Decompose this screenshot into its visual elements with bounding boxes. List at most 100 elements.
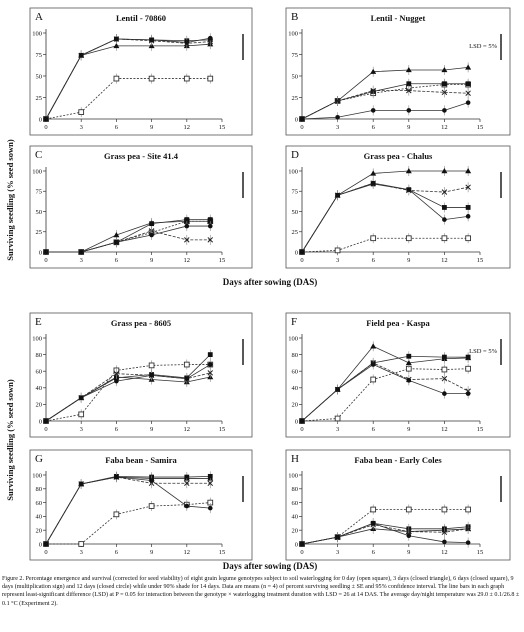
- data-point: [465, 526, 471, 532]
- series-line: [45, 476, 211, 545]
- x-tick-label: 9: [407, 257, 410, 264]
- data-point: [149, 478, 154, 483]
- data-point: [465, 205, 471, 210]
- data-point: [370, 87, 376, 94]
- x-tick-label: 9: [150, 549, 153, 556]
- series-line: [301, 90, 469, 120]
- series-closed-circle: [299, 518, 471, 548]
- x-tick-label: 15: [477, 426, 484, 433]
- data-point: [43, 116, 49, 122]
- data-point: [465, 235, 471, 242]
- data-point: [184, 217, 190, 222]
- series-closed-square: [299, 178, 471, 255]
- x-tick-label: 0: [300, 426, 303, 433]
- panel-letter: E: [35, 316, 42, 328]
- data-point: [78, 249, 84, 255]
- series-closed-circle: [43, 359, 213, 424]
- y-tick-label: 100: [288, 472, 298, 479]
- y-tick-label: 75: [36, 52, 43, 59]
- x-tick-label: 3: [80, 124, 83, 131]
- series-closed-square: [299, 351, 471, 424]
- data-point: [183, 361, 190, 368]
- y-tick-label: 60: [292, 369, 299, 376]
- panel-frame: [285, 312, 511, 438]
- y-tick-label: 75: [292, 52, 299, 59]
- series-line: [45, 364, 211, 422]
- data-point: [184, 40, 190, 45]
- series-line: [301, 355, 469, 422]
- data-point: [207, 505, 213, 511]
- series-multiplication: [299, 178, 471, 255]
- panel-title: Lentil - 70860: [116, 13, 166, 23]
- y-tick-label: 60: [36, 500, 43, 507]
- data-point: [370, 108, 376, 113]
- x-tick-label: 0: [44, 124, 47, 131]
- x-tick-label: 6: [372, 426, 376, 433]
- y-tick-label: 80: [36, 486, 43, 493]
- data-point: [113, 370, 120, 377]
- data-point: [334, 415, 341, 422]
- data-point: [335, 114, 340, 120]
- y-tick-label: 100: [32, 472, 42, 479]
- x-tick-label: 9: [407, 426, 410, 433]
- data-point: [406, 353, 412, 359]
- data-point: [113, 75, 120, 82]
- y-tick-label: 20: [292, 528, 299, 535]
- data-point: [405, 168, 412, 174]
- y-tick-label: 0: [39, 116, 42, 123]
- data-point: [465, 506, 471, 513]
- x-tick-label: 12: [184, 257, 191, 264]
- panel-frame: [29, 312, 253, 438]
- panel-letter: H: [291, 453, 299, 465]
- data-point: [184, 376, 190, 381]
- panel-g: G Faba bean - Samira 0 20 40 60 80 100 0 3 6 9 12 15: [29, 449, 253, 561]
- y-tick-label: 20: [36, 402, 43, 409]
- y-tick-label: 20: [36, 528, 43, 535]
- data-point: [113, 42, 120, 49]
- x-tick-label: 3: [80, 257, 83, 264]
- x-tick-label: 6: [115, 257, 119, 264]
- data-point: [370, 362, 376, 367]
- panel-c: C Grass pea - Site 41.4 0 25 50 75 100 0 3 6 9 12 15: [29, 145, 253, 269]
- series-line: [301, 362, 469, 422]
- data-point: [335, 387, 340, 392]
- series-line: [46, 502, 211, 545]
- data-point: [334, 247, 341, 254]
- x-tick-label: 0: [44, 257, 47, 264]
- data-point: [442, 217, 447, 222]
- data-point: [405, 235, 412, 242]
- y-tick-label: 0: [295, 249, 298, 256]
- data-point: [184, 223, 190, 229]
- panel-title: Lentil - Nugget: [371, 13, 426, 23]
- series-line: [301, 364, 469, 422]
- panel-letter: G: [35, 453, 43, 465]
- y-tick-label: 40: [36, 385, 43, 392]
- x-tick-label: 12: [184, 426, 191, 433]
- panels-group: A Lentil - 70860 0 25 50 75 100 0 3 6 9 12 15 B Lentil…: [29, 7, 511, 561]
- series-line: [301, 368, 469, 422]
- data-point: [406, 81, 412, 87]
- data-point: [299, 116, 305, 122]
- data-point: [184, 480, 190, 487]
- y-tick-label: 100: [32, 168, 42, 175]
- y-tick-label: 75: [36, 189, 43, 196]
- data-point: [442, 539, 447, 545]
- x-tick-label: 3: [80, 549, 83, 556]
- data-point: [465, 100, 471, 105]
- data-point: [465, 90, 471, 96]
- x-tick-label: 6: [115, 124, 119, 131]
- data-point: [441, 189, 448, 195]
- x-tick-label: 0: [300, 124, 303, 131]
- panel-title: Grass pea - Chalus: [364, 151, 433, 161]
- data-point: [207, 223, 213, 229]
- series-line: [301, 83, 469, 120]
- data-point: [43, 249, 49, 255]
- data-point: [183, 75, 190, 82]
- x-tick-label: 3: [336, 124, 339, 131]
- y-tick-label: 80: [292, 486, 299, 493]
- series-closed-square: [299, 78, 471, 122]
- series-closed-circle: [299, 359, 471, 424]
- panel-letter: F: [291, 316, 297, 328]
- data-point: [465, 365, 471, 372]
- y-tick-label: 25: [292, 229, 299, 236]
